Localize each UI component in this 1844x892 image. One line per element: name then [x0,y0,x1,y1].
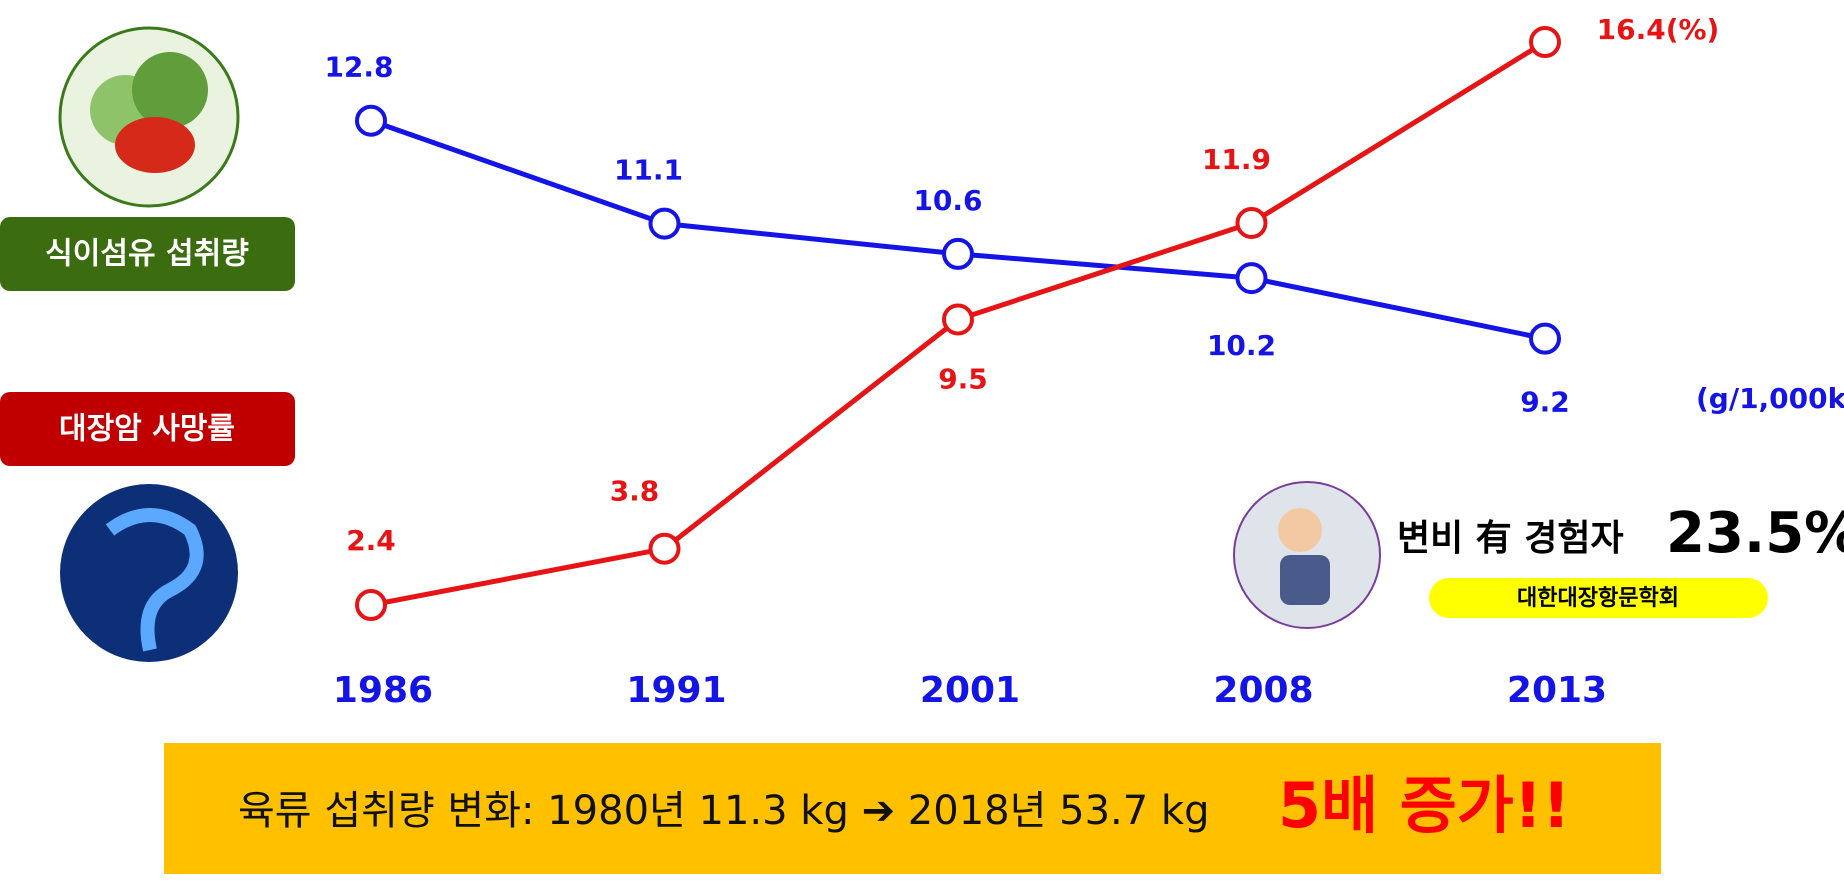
data-point [355,589,387,621]
data-label: 16.4(%) [1597,13,1720,46]
data-point [1235,262,1268,295]
unit-label: (g/1,000kcal) [1696,382,1844,415]
data-point [648,532,681,565]
constipation-value: 23.5% [1666,501,1844,566]
intestine-image [105,508,204,652]
source-pill [1429,578,1768,618]
legend-box [0,217,295,291]
x-tick-label: 2001 [920,670,1020,711]
legend-label: 대장암 사망률 [59,412,235,447]
data-point [355,104,387,137]
data-label: 12.8 [324,51,393,84]
person-image [1280,555,1330,605]
data-label: 3.8 [610,475,660,508]
data-label: 11.1 [614,154,683,187]
x-tick-label: 1991 [626,670,726,711]
x-tick-label: 2008 [1213,670,1313,711]
data-label: 9.2 [1520,386,1570,419]
data-point [1235,206,1268,239]
banner-highlight: 5배 증가!! [1278,769,1570,842]
data-label: 9.5 [938,362,988,395]
x-tick-label: 1986 [333,670,433,711]
x-tick-label: 2013 [1507,670,1607,711]
data-point [942,303,974,336]
source-label: 대한대장항문학회 [1517,586,1679,611]
data-label: 11.9 [1202,143,1271,176]
banner-text: 육류 섭취량 변화: 1980년 11.3 kg ➔ 2018년 53.7 kg [238,788,1209,834]
data-point [942,237,974,270]
data-point [1529,322,1561,355]
legend-label: 식이섬유 섭취량 [45,237,249,272]
data-label: 2.4 [346,524,396,557]
constipation-label: 변비 有 경험자 [1397,518,1624,559]
data-point [1529,26,1561,58]
person-image [1278,508,1322,552]
banner [164,743,1661,874]
legend-box [0,392,295,466]
data-label: 10.2 [1207,329,1276,362]
vegetable-image [132,52,208,128]
vegetable-image [115,117,195,173]
data-label: 10.6 [913,184,982,217]
data-point [648,207,681,240]
